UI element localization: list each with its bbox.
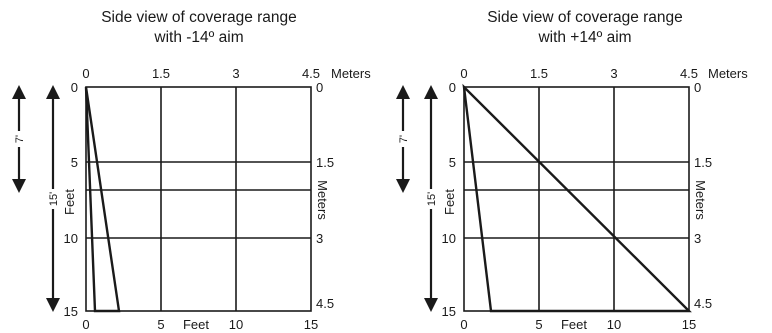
coverage-diagram: 0 1.5 3 4.5 Meters 0 5 10 15 Feet 0 1.5 …	[12, 66, 371, 332]
panel-title: Side view of coverage range with +14º ai…	[446, 8, 724, 48]
top-tick: 1.5	[152, 66, 170, 81]
top-tick: 3	[610, 66, 617, 81]
bottom-tick: 15	[682, 317, 696, 332]
left-tick: 15	[442, 304, 456, 319]
grid-frame	[85, 86, 312, 312]
right-axis-unit: Meters	[693, 180, 708, 220]
height-arrow-7ft: 7'	[12, 85, 26, 193]
arrow-down-icon	[46, 298, 60, 312]
title-line-1: Side view of coverage range	[487, 9, 683, 26]
title-line-1: Side view of coverage range	[101, 9, 297, 26]
height-arrow-15ft: 15'	[46, 85, 60, 312]
top-tick: 0	[82, 66, 89, 81]
coverage-area	[462, 83, 692, 313]
arrow-up-icon	[396, 85, 410, 99]
arrow-up-icon	[424, 85, 438, 99]
coverage-diagram: 0 1.5 3 4.5 Meters 0 5 10 15 Feet 0 1.5 …	[396, 66, 748, 332]
right-tick: 1.5	[694, 155, 712, 170]
bottom-axis-unit: Feet	[183, 317, 209, 332]
bottom-tick: 15	[304, 317, 318, 332]
right-axis-unit: Meters	[315, 180, 330, 220]
top-tick: 1.5	[530, 66, 548, 81]
left-tick: 10	[442, 231, 456, 246]
bottom-tick: 0	[460, 317, 467, 332]
title-line-2: with -14º aim	[154, 29, 244, 46]
title-line-2: with +14º aim	[538, 29, 632, 46]
right-tick: 0	[316, 80, 323, 95]
left-tick: 10	[64, 231, 78, 246]
right-tick: 4.5	[694, 296, 712, 311]
arrow-up-icon	[46, 85, 60, 99]
right-tick: 3	[694, 231, 701, 246]
panel-minus-14: Side view of coverage range with -14º ai…	[12, 8, 371, 332]
top-axis-unit: Meters	[708, 66, 748, 81]
left-axis-unit: Feet	[62, 189, 77, 215]
arrow-label-7ft: 7'	[398, 135, 410, 143]
top-axis-unit: Meters	[331, 66, 371, 81]
top-tick: 3	[232, 66, 239, 81]
height-arrow-7ft: 7'	[396, 85, 410, 193]
left-tick: 5	[449, 155, 456, 170]
top-tick: 4.5	[302, 66, 320, 81]
bottom-tick: 5	[157, 317, 164, 332]
arrow-up-icon	[12, 85, 26, 99]
bottom-tick: 10	[607, 317, 621, 332]
left-axis-unit: Feet	[442, 189, 457, 215]
arrow-label-15ft: 15'	[48, 192, 60, 206]
height-arrow-15ft: 15'	[424, 85, 438, 312]
right-tick: 0	[694, 80, 701, 95]
panel-title: Side view of coverage range with -14º ai…	[60, 8, 338, 48]
panel-plus-14: Side view of coverage range with +14º ai…	[386, 0, 772, 333]
bottom-tick: 5	[535, 317, 542, 332]
bottom-tick: 0	[82, 317, 89, 332]
coverage-area	[84, 86, 121, 313]
left-tick: 0	[449, 80, 456, 95]
left-tick: 15	[64, 304, 78, 319]
arrow-down-icon	[424, 298, 438, 312]
left-tick: 0	[71, 80, 78, 95]
bottom-axis-unit: Feet	[561, 317, 587, 332]
top-tick: 4.5	[680, 66, 698, 81]
arrow-down-icon	[396, 179, 410, 193]
left-tick: 5	[71, 155, 78, 170]
bottom-tick: 10	[229, 317, 243, 332]
right-tick: 3	[316, 231, 323, 246]
right-tick: 1.5	[316, 155, 334, 170]
top-tick: 0	[460, 66, 467, 81]
right-tick: 4.5	[316, 296, 334, 311]
arrow-label-7ft: 7'	[14, 135, 26, 143]
arrow-label-15ft: 15'	[426, 192, 438, 206]
arrow-down-icon	[12, 179, 26, 193]
